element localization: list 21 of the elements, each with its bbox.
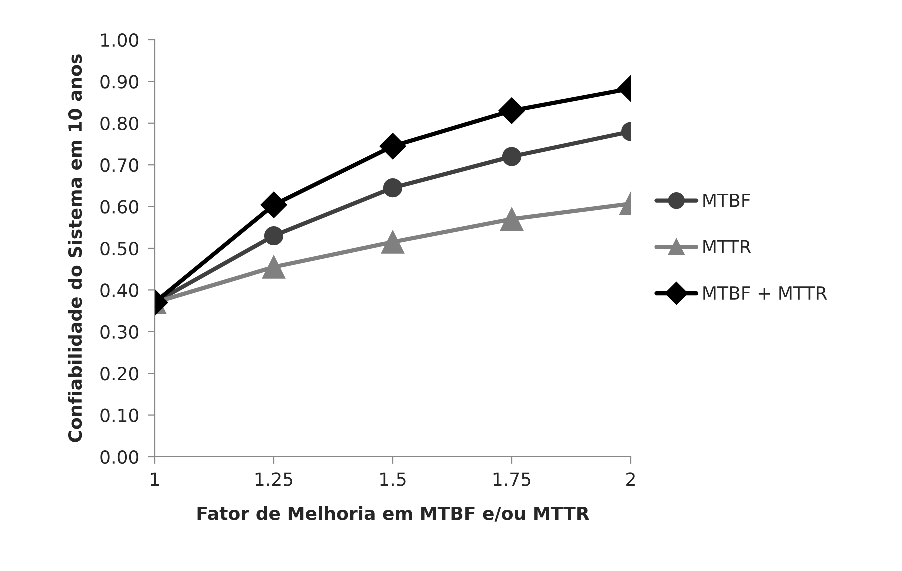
legend-label: MTBF + MTTR [704,286,828,300]
y-tick-label: 0.30 [100,325,139,340]
x-tick-label: 1 [151,472,160,486]
x-tick-label: 2 [626,472,635,486]
y-tick-label: 0.40 [100,284,139,298]
y-tick-label: 0.70 [100,158,139,172]
x-tick-label: 1.25 [256,472,293,486]
x-tick-label: 1.5 [380,472,406,486]
y-tick-label: 0.50 [100,242,139,256]
y-tick-label: 0.00 [100,450,139,464]
y-tick-label: 0.20 [100,367,139,381]
legend-label: MTTR [704,240,752,254]
y-tick-label: 1.00 [102,33,139,48]
y-tick-label: 0.10 [100,408,139,422]
y-tick-label: 0.60 [100,200,139,214]
legend-label: MTBF [704,194,750,208]
y-tick-label: 0.80 [100,116,139,131]
x-axis-title: Fator de Melhoria em MTBF e/ou MTTR [198,506,590,522]
y-tick-label: 0.90 [100,75,139,89]
y-axis-title: Confiabilidade do Sistema em 10 anos [68,54,82,442]
x-tick-label: 1.75 [494,472,531,486]
